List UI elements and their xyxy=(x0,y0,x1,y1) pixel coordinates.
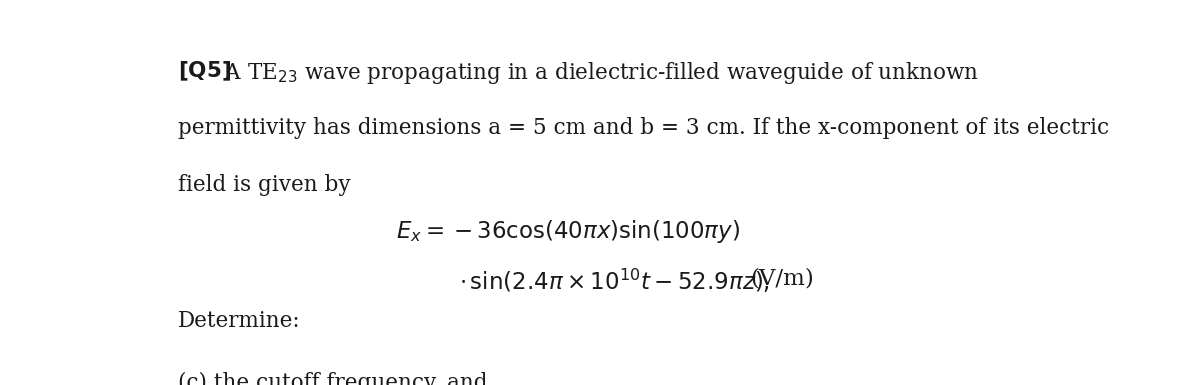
Text: (V/m): (V/m) xyxy=(750,267,814,289)
Text: $\mathbf{[Q5]}$: $\mathbf{[Q5]}$ xyxy=(178,60,230,83)
Text: (c) the cutoff frequency, and: (c) the cutoff frequency, and xyxy=(178,372,487,385)
Text: permittivity has dimensions a = 5 cm and b = 3 cm. If the x-component of its ele: permittivity has dimensions a = 5 cm and… xyxy=(178,117,1109,139)
Text: Determine:: Determine: xyxy=(178,310,300,332)
Text: $\cdot\,\sin(2.4\pi \times 10^{10}t - 52.9\pi z),$: $\cdot\,\sin(2.4\pi \times 10^{10}t - 52… xyxy=(458,267,769,295)
Text: A TE$_{23}$ wave propagating in a dielectric-filled waveguide of unknown: A TE$_{23}$ wave propagating in a dielec… xyxy=(218,60,979,85)
Text: $E_x = -36\cos(40\pi x)\sin(100\pi y)$: $E_x = -36\cos(40\pi x)\sin(100\pi y)$ xyxy=(396,218,740,245)
Text: field is given by: field is given by xyxy=(178,174,350,196)
